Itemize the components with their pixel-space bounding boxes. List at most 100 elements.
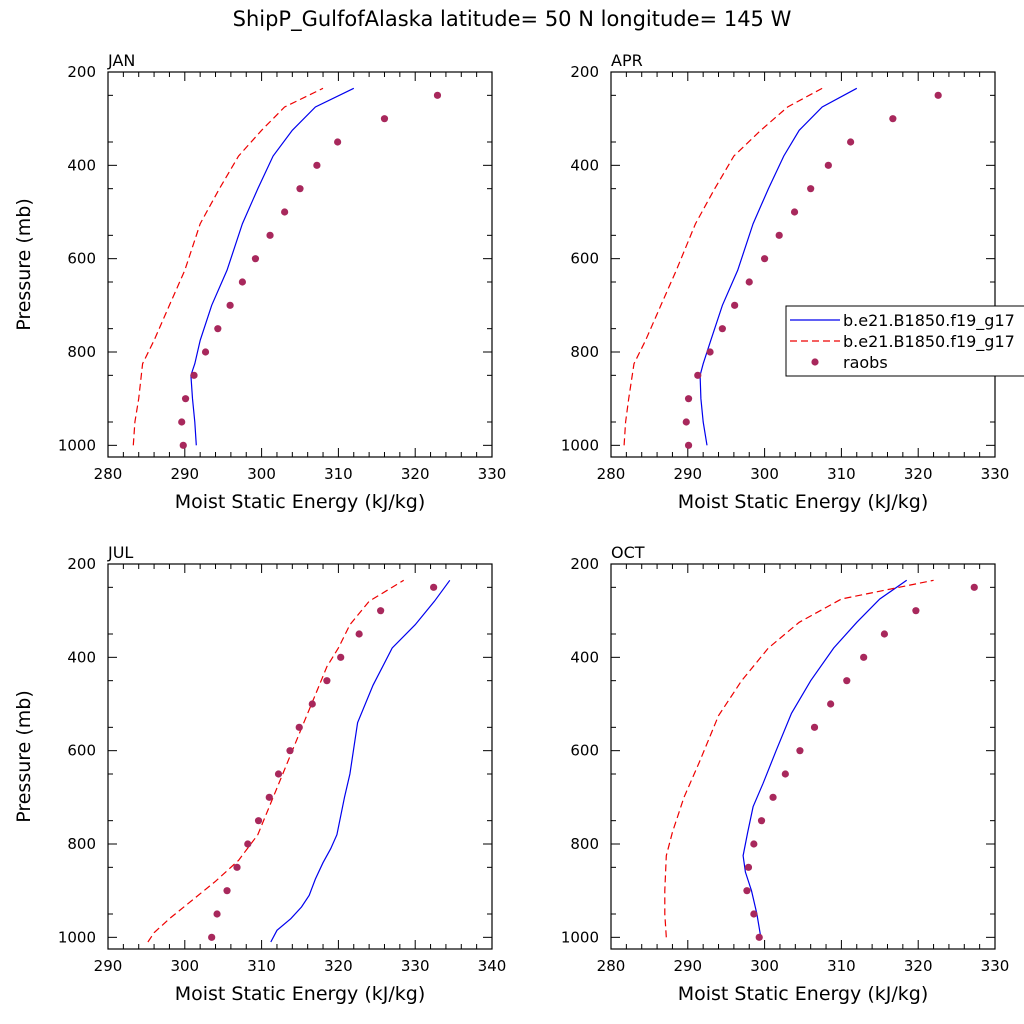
y-tick-label: 800 xyxy=(570,343,599,361)
raobs-point xyxy=(755,933,763,941)
y-tick-label: 200 xyxy=(570,63,599,81)
raobs-point xyxy=(286,747,294,755)
raobs-point xyxy=(796,747,804,755)
raobs-point xyxy=(377,607,385,615)
y-tick-label: 600 xyxy=(570,250,599,268)
raobs-point xyxy=(313,161,321,169)
x-axis-label: Moist Static Energy (kJ/kg) xyxy=(175,983,426,1005)
plot-frame xyxy=(610,71,996,458)
y-tick-label: 200 xyxy=(67,63,96,81)
series-line-dashed xyxy=(623,87,823,446)
raobs-point xyxy=(323,677,331,685)
y-tick-label: 800 xyxy=(67,835,96,853)
panel-label: APR xyxy=(611,51,643,70)
raobs-point xyxy=(827,700,835,708)
x-tick-label: 310 xyxy=(324,465,353,483)
raobs-point xyxy=(769,793,777,801)
raobs-point xyxy=(694,371,702,379)
x-tick-label: 280 xyxy=(94,465,123,483)
panel-label: OCT xyxy=(611,543,645,562)
raobs-point xyxy=(308,700,316,708)
raobs-point xyxy=(337,653,345,661)
x-tick-label: 290 xyxy=(94,957,123,975)
figure-title: ShipP_GulfofAlaska latitude= 50 N longit… xyxy=(233,7,792,32)
x-tick-label: 280 xyxy=(597,465,626,483)
series-line-dashed xyxy=(132,87,324,446)
raobs-point xyxy=(208,933,216,941)
raobs-point xyxy=(296,185,304,193)
raobs-point xyxy=(731,301,739,309)
raobs-point xyxy=(223,887,231,895)
raobs-point xyxy=(684,441,693,449)
x-tick-label: 290 xyxy=(673,465,702,483)
panel-label: JAN xyxy=(107,51,135,70)
raobs-point xyxy=(274,770,283,778)
series-line-dashed xyxy=(664,579,934,938)
legend-label: b.e21.B1850.f19_g17 xyxy=(843,311,1015,331)
panel-apr: APR 280 290 300 310 320 330 200 400 600 800 1000 Moi… xyxy=(561,51,1010,513)
series-line-solid xyxy=(190,87,355,446)
raobs-point xyxy=(190,371,198,379)
raobs-point xyxy=(266,231,274,239)
raobs-point xyxy=(181,395,190,403)
x-tick-label: 330 xyxy=(478,465,507,483)
x-tick-label: 320 xyxy=(904,465,933,483)
y-tick-label: 400 xyxy=(67,156,96,174)
raobs-point xyxy=(380,115,389,123)
raobs-point xyxy=(178,418,186,426)
raobs-point xyxy=(810,723,819,731)
x-axis-label: Moist Static Energy (kJ/kg) xyxy=(678,983,929,1005)
raobs-point xyxy=(912,607,920,615)
raobs-point xyxy=(757,817,766,825)
legend-label: raobs xyxy=(843,353,888,372)
series-line-solid xyxy=(742,579,908,938)
raobs-point xyxy=(433,91,442,99)
raobs-point xyxy=(233,863,241,871)
x-tick-label: 300 xyxy=(750,957,779,975)
panel-label: JUL xyxy=(107,543,133,562)
raobs-point xyxy=(251,255,260,263)
raobs-point xyxy=(201,348,210,356)
raobs-point xyxy=(743,887,751,895)
x-tick-label: 320 xyxy=(401,465,430,483)
x-tick-label: 310 xyxy=(827,957,856,975)
raobs-point xyxy=(706,348,714,356)
raobs-point xyxy=(970,583,978,591)
raobs-point xyxy=(847,138,855,146)
x-tick-label: 300 xyxy=(170,957,199,975)
y-tick-label: 600 xyxy=(67,250,96,268)
raobs-point xyxy=(745,278,753,286)
y-tick-label: 1000 xyxy=(58,928,96,946)
x-tick-label: 320 xyxy=(904,957,933,975)
raobs-point xyxy=(430,583,438,591)
raobs-point xyxy=(213,910,221,918)
panel-jul: JUL 290 300 310 320 330 340 200 400 600 800 1000 Moi… xyxy=(13,543,506,1005)
raobs-point xyxy=(281,208,289,216)
x-axis-label: Moist Static Energy (kJ/kg) xyxy=(678,491,929,513)
series-line-dashed xyxy=(147,579,405,943)
x-axis-label: Moist Static Energy (kJ/kg) xyxy=(175,491,426,513)
y-tick-label: 1000 xyxy=(58,436,96,454)
legend: b.e21.B1850.f19_g17b.e21.B1850.f19_g17ra… xyxy=(785,305,1024,377)
x-tick-label: 330 xyxy=(981,465,1010,483)
raobs-point xyxy=(744,863,753,871)
raobs-point xyxy=(265,793,273,801)
raobs-point xyxy=(750,910,758,918)
raobs-point xyxy=(860,653,868,661)
x-tick-label: 330 xyxy=(981,957,1010,975)
y-tick-label: 800 xyxy=(67,343,96,361)
raobs-point xyxy=(889,115,897,123)
raobs-point xyxy=(179,441,187,449)
raobs-point xyxy=(684,395,693,403)
raobs-point xyxy=(843,677,851,685)
raobs-point xyxy=(334,138,342,146)
y-tick-label: 800 xyxy=(570,835,599,853)
y-tick-label: 400 xyxy=(570,648,599,666)
x-tick-label: 320 xyxy=(324,957,353,975)
y-tick-label: 400 xyxy=(67,648,96,666)
raobs-point xyxy=(790,208,799,216)
x-tick-label: 340 xyxy=(478,957,507,975)
x-tick-label: 290 xyxy=(170,465,199,483)
y-axis-label: Pressure (mb) xyxy=(13,198,35,331)
